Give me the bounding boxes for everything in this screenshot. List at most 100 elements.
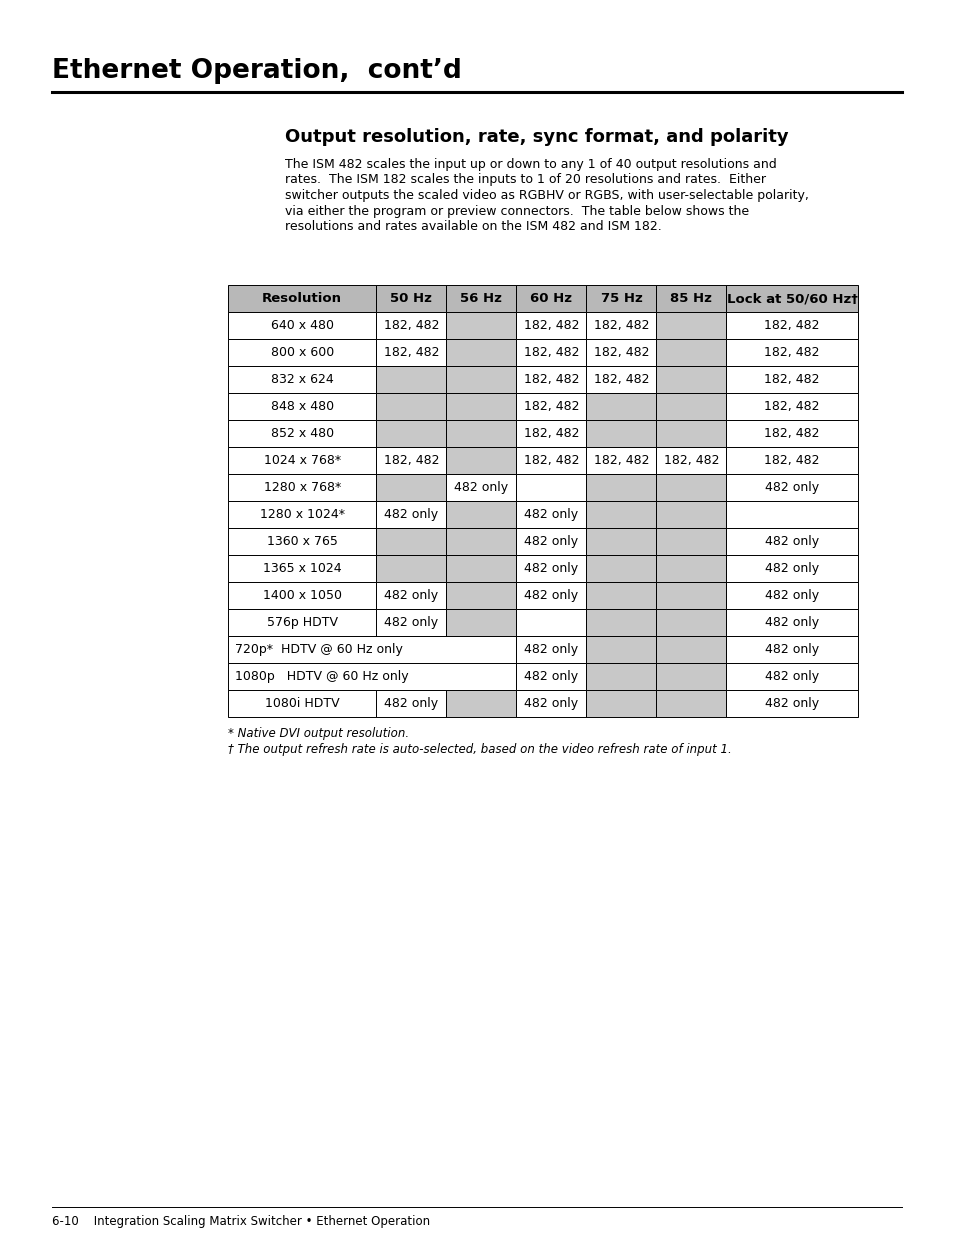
Text: 1280 x 768*: 1280 x 768* bbox=[263, 480, 340, 494]
Bar bbox=[446, 555, 516, 582]
Bar bbox=[586, 366, 656, 393]
Text: 482 only: 482 only bbox=[384, 697, 438, 710]
Bar bbox=[586, 474, 656, 501]
Bar bbox=[656, 366, 725, 393]
Bar bbox=[725, 285, 857, 312]
Text: 182, 482: 182, 482 bbox=[523, 400, 578, 412]
Bar bbox=[376, 285, 446, 312]
Bar bbox=[228, 338, 376, 366]
Bar bbox=[656, 393, 725, 420]
Bar bbox=[656, 420, 725, 447]
Text: 832 x 624: 832 x 624 bbox=[271, 373, 334, 387]
Bar bbox=[656, 529, 725, 555]
Text: 482 only: 482 only bbox=[524, 508, 578, 521]
Bar bbox=[376, 501, 446, 529]
Text: 6-10    Integration Scaling Matrix Switcher • Ethernet Operation: 6-10 Integration Scaling Matrix Switcher… bbox=[52, 1215, 430, 1228]
Text: Output resolution, rate, sync format, and polarity: Output resolution, rate, sync format, an… bbox=[285, 128, 788, 146]
Bar bbox=[656, 285, 725, 312]
Bar bbox=[446, 420, 516, 447]
Bar bbox=[446, 447, 516, 474]
Text: 182, 482: 182, 482 bbox=[383, 454, 438, 467]
Text: resolutions and rates available on the ISM 482 and ISM 182.: resolutions and rates available on the I… bbox=[285, 220, 661, 233]
Bar bbox=[516, 420, 586, 447]
Text: 50 Hz: 50 Hz bbox=[390, 291, 432, 305]
Bar bbox=[228, 636, 516, 663]
Bar bbox=[656, 447, 725, 474]
Text: The ISM 482 scales the input up or down to any 1 of 40 output resolutions and: The ISM 482 scales the input up or down … bbox=[285, 158, 776, 170]
Bar bbox=[725, 609, 857, 636]
Text: 1360 x 765: 1360 x 765 bbox=[267, 535, 337, 548]
Bar bbox=[586, 338, 656, 366]
Bar bbox=[656, 690, 725, 718]
Text: 182, 482: 182, 482 bbox=[383, 319, 438, 332]
Bar bbox=[725, 420, 857, 447]
Text: via either the program or preview connectors.  The table below shows the: via either the program or preview connec… bbox=[285, 205, 748, 217]
Text: 482 only: 482 only bbox=[524, 671, 578, 683]
Text: 576p HDTV: 576p HDTV bbox=[267, 616, 337, 629]
Text: 182, 482: 182, 482 bbox=[763, 454, 819, 467]
Text: 482 only: 482 only bbox=[764, 671, 819, 683]
Bar bbox=[376, 690, 446, 718]
Text: 1024 x 768*: 1024 x 768* bbox=[263, 454, 340, 467]
Text: 482 only: 482 only bbox=[524, 697, 578, 710]
Bar bbox=[446, 393, 516, 420]
Text: 800 x 600: 800 x 600 bbox=[271, 346, 334, 359]
Text: Lock at 50/60 Hz†: Lock at 50/60 Hz† bbox=[726, 291, 857, 305]
Bar bbox=[725, 501, 857, 529]
Bar bbox=[516, 555, 586, 582]
Text: 482 only: 482 only bbox=[764, 480, 819, 494]
Bar bbox=[446, 529, 516, 555]
Bar bbox=[376, 338, 446, 366]
Bar bbox=[228, 555, 376, 582]
Bar bbox=[516, 529, 586, 555]
Bar bbox=[725, 366, 857, 393]
Bar bbox=[376, 474, 446, 501]
Bar bbox=[446, 366, 516, 393]
Text: 56 Hz: 56 Hz bbox=[460, 291, 502, 305]
Bar bbox=[586, 690, 656, 718]
Bar bbox=[446, 338, 516, 366]
Text: 482 only: 482 only bbox=[524, 643, 578, 656]
Text: 182, 482: 182, 482 bbox=[763, 427, 819, 440]
Text: * Native DVI output resolution.: * Native DVI output resolution. bbox=[228, 727, 409, 740]
Bar bbox=[725, 663, 857, 690]
Text: 848 x 480: 848 x 480 bbox=[271, 400, 334, 412]
Bar bbox=[516, 366, 586, 393]
Text: 482 only: 482 only bbox=[524, 562, 578, 576]
Text: 182, 482: 182, 482 bbox=[593, 373, 648, 387]
Bar bbox=[228, 285, 376, 312]
Text: 182, 482: 182, 482 bbox=[523, 454, 578, 467]
Text: 182, 482: 182, 482 bbox=[383, 346, 438, 359]
Text: 1280 x 1024*: 1280 x 1024* bbox=[259, 508, 344, 521]
Text: 182, 482: 182, 482 bbox=[523, 319, 578, 332]
Text: 182, 482: 182, 482 bbox=[763, 373, 819, 387]
Text: 482 only: 482 only bbox=[764, 535, 819, 548]
Text: 482 only: 482 only bbox=[764, 697, 819, 710]
Text: 182, 482: 182, 482 bbox=[593, 319, 648, 332]
Bar bbox=[516, 609, 586, 636]
Bar bbox=[228, 582, 376, 609]
Text: 182, 482: 182, 482 bbox=[763, 346, 819, 359]
Bar bbox=[586, 609, 656, 636]
Text: 182, 482: 182, 482 bbox=[763, 400, 819, 412]
Bar bbox=[725, 690, 857, 718]
Bar bbox=[516, 393, 586, 420]
Text: 720p*  HDTV @ 60 Hz only: 720p* HDTV @ 60 Hz only bbox=[234, 643, 402, 656]
Bar bbox=[516, 690, 586, 718]
Bar bbox=[656, 474, 725, 501]
Bar bbox=[725, 529, 857, 555]
Bar bbox=[516, 636, 586, 663]
Text: 1080i HDTV: 1080i HDTV bbox=[265, 697, 339, 710]
Text: switcher outputs the scaled video as RGBHV or RGBS, with user-selectable polarit: switcher outputs the scaled video as RGB… bbox=[285, 189, 808, 203]
Bar bbox=[586, 529, 656, 555]
Text: 482 only: 482 only bbox=[764, 616, 819, 629]
Bar bbox=[376, 582, 446, 609]
Bar bbox=[228, 529, 376, 555]
Bar bbox=[228, 447, 376, 474]
Bar bbox=[376, 312, 446, 338]
Text: 1080p   HDTV @ 60 Hz only: 1080p HDTV @ 60 Hz only bbox=[234, 671, 408, 683]
Bar bbox=[376, 420, 446, 447]
Text: 1400 x 1050: 1400 x 1050 bbox=[262, 589, 341, 601]
Bar bbox=[586, 663, 656, 690]
Bar bbox=[586, 312, 656, 338]
